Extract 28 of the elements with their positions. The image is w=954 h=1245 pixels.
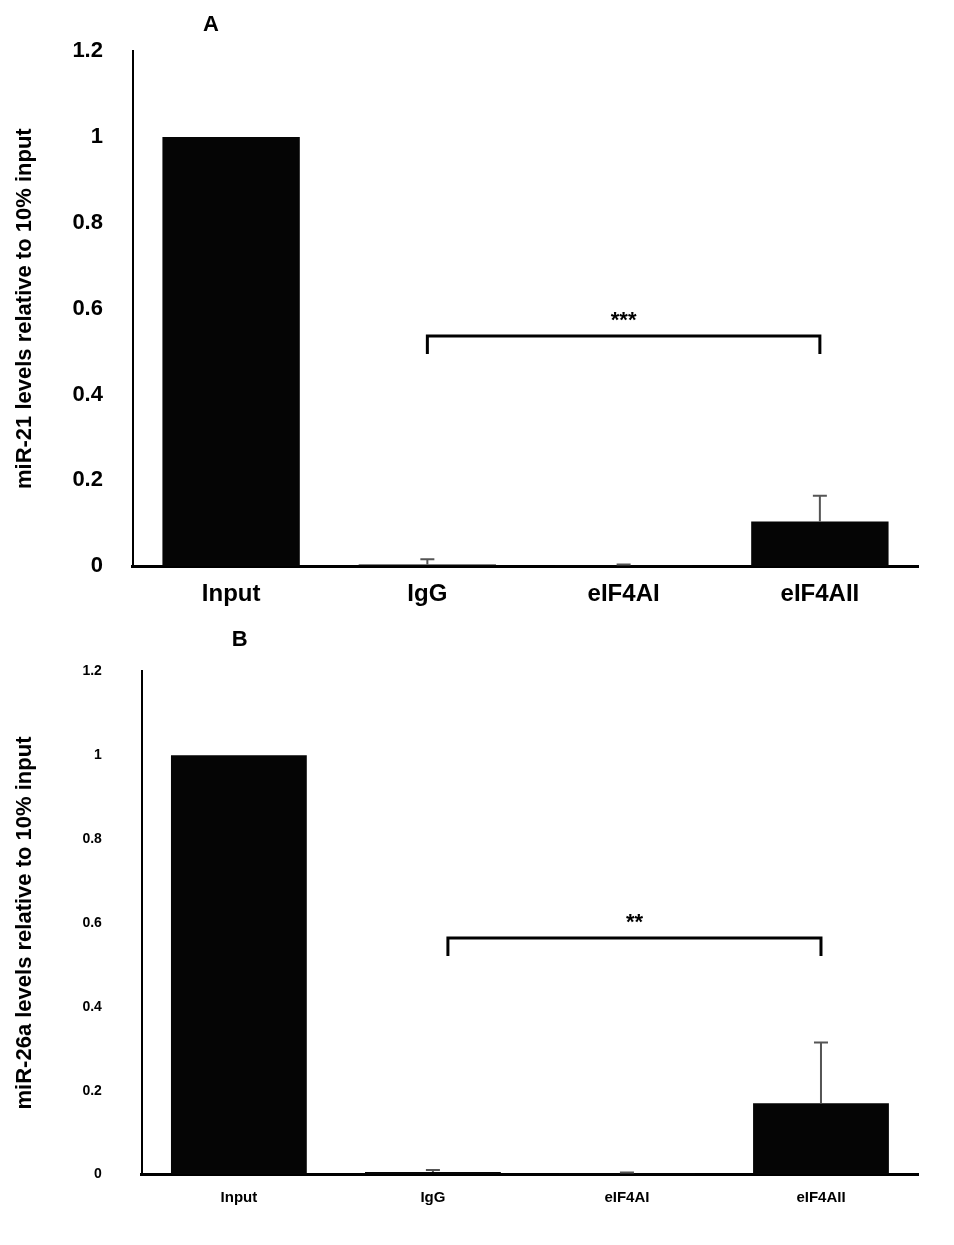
- y-tick-label: 0.6: [72, 294, 103, 320]
- x-tick-label: Input: [220, 1187, 258, 1205]
- chart-title: B: [231, 626, 248, 652]
- y-tick-label: 1: [94, 746, 103, 763]
- y-tick-label: 0.2: [82, 1081, 103, 1098]
- y-tick-label: 0.8: [82, 829, 103, 846]
- y-axis-title: miR-21 levels relative to 10% input: [11, 127, 37, 490]
- y-tick-label: 1: [90, 123, 103, 149]
- y-tick-label: 1.2: [72, 37, 103, 63]
- y-tick-label: 1.2: [82, 662, 103, 679]
- x-tick-label: eIF4AII: [796, 1187, 846, 1205]
- y-tick-label: 0.8: [72, 208, 103, 234]
- y-tick-label: 0: [94, 1165, 103, 1182]
- annotation: ***: [610, 307, 637, 333]
- y-tick-label: 0.4: [72, 380, 104, 406]
- x-tick-label: Input: [201, 579, 261, 607]
- x-tick-label: IgG: [420, 1187, 446, 1205]
- chart-title: A: [202, 11, 219, 37]
- x-tick-label: eIF4AI: [604, 1187, 650, 1205]
- x-tick-label: eIF4AII: [780, 579, 860, 607]
- annotation: **: [625, 909, 644, 935]
- y-tick-label: 0.2: [72, 466, 103, 492]
- y-axis-title: miR-26a levels relative to 10% input: [11, 735, 37, 1110]
- x-tick-label: IgG: [407, 579, 448, 607]
- x-tick-label: eIF4AI: [587, 579, 660, 607]
- y-tick-label: 0.4: [82, 997, 103, 1014]
- y-tick-label: 0.6: [82, 913, 103, 930]
- y-tick-label: 0: [90, 552, 103, 578]
